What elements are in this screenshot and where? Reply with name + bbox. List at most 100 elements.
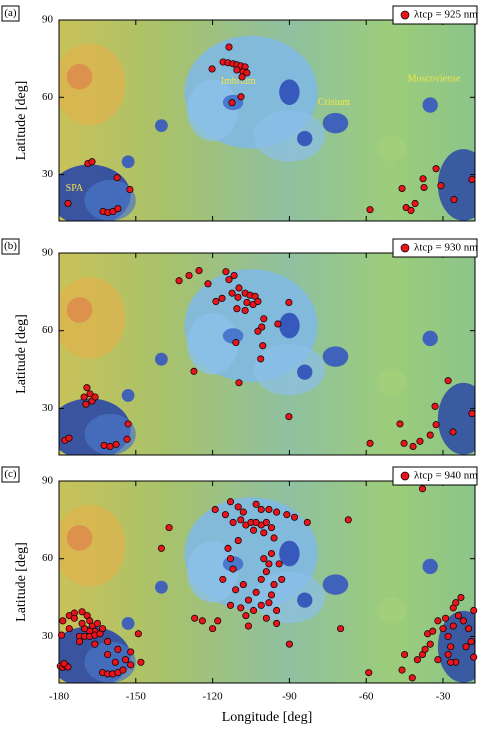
data-point (138, 659, 144, 665)
data-point (279, 576, 285, 582)
y-tick-label: 90 (42, 14, 54, 26)
legend-label: λtcp = 925 nm (414, 9, 478, 21)
data-point (231, 272, 237, 278)
x-tick-label: -60 (359, 691, 374, 703)
data-point (399, 185, 405, 191)
data-point (227, 555, 233, 561)
data-point (366, 669, 372, 675)
annotation: SPA (66, 183, 84, 194)
data-point (432, 403, 438, 409)
map-feature (67, 297, 93, 323)
data-point (286, 299, 292, 305)
data-point (261, 555, 267, 561)
data-point (268, 524, 274, 530)
data-point (367, 206, 373, 212)
data-point (239, 74, 245, 80)
data-point (273, 607, 279, 613)
data-point (104, 651, 110, 657)
data-point (120, 667, 126, 673)
legend-label: λtcp = 940 nm (414, 470, 478, 482)
data-point (433, 165, 439, 171)
data-point (255, 298, 261, 304)
y-axis-label: Latitude [deg] (14, 314, 29, 394)
map-feature (155, 581, 168, 594)
data-point (245, 623, 251, 629)
data-point (213, 298, 219, 304)
data-point (115, 205, 121, 211)
data-point (258, 602, 264, 608)
data-point (275, 321, 281, 327)
data-point (399, 667, 405, 673)
map-feature (438, 149, 487, 221)
data-point (215, 618, 221, 624)
data-point (230, 566, 236, 572)
map-feature (279, 313, 299, 339)
data-point (71, 615, 77, 621)
y-tick-label: 90 (42, 247, 54, 259)
data-point (196, 267, 202, 273)
x-tick-label: -180 (49, 691, 70, 703)
data-point (225, 545, 231, 551)
data-point (250, 607, 256, 613)
data-point (60, 618, 66, 624)
data-point (409, 675, 415, 681)
y-axis-label: Latitude [deg] (14, 542, 29, 622)
data-point (205, 281, 211, 287)
data-point (268, 550, 274, 556)
data-point (450, 429, 456, 435)
data-point (127, 662, 133, 668)
data-point (135, 631, 141, 637)
panel-label: (b) (4, 240, 17, 252)
annotation: Crisium (318, 97, 350, 108)
data-point (447, 659, 453, 665)
data-point (445, 377, 451, 383)
data-point (92, 641, 98, 647)
data-point (435, 618, 441, 624)
data-point (458, 594, 464, 600)
data-point (468, 638, 474, 644)
data-point (230, 519, 236, 525)
y-axis-label: Latitude [deg] (14, 81, 29, 161)
data-point (234, 67, 240, 73)
data-point (222, 511, 228, 517)
map-feature (423, 331, 438, 346)
map-feature (323, 113, 349, 133)
data-point (83, 401, 89, 407)
data-point (107, 443, 113, 449)
data-point (438, 182, 444, 188)
map-feature (297, 592, 312, 607)
data-point (286, 413, 292, 419)
data-point (419, 486, 425, 492)
legend-marker (401, 11, 409, 19)
data-point (58, 632, 64, 638)
data-point (244, 299, 250, 305)
data-point (158, 545, 164, 551)
data-point (276, 561, 282, 567)
data-point (427, 641, 433, 647)
annotation: Moscoviense (408, 74, 461, 85)
data-point (263, 615, 269, 621)
map-feature (254, 110, 326, 161)
map-background (49, 20, 487, 226)
data-point (271, 581, 277, 587)
data-point (219, 295, 225, 301)
data-point (238, 94, 244, 100)
x-tick-label: -150 (126, 691, 147, 703)
map-feature (155, 353, 168, 366)
data-point (465, 625, 471, 631)
data-point (412, 200, 418, 206)
map-feature (187, 79, 238, 140)
data-point (234, 305, 240, 311)
data-point (410, 443, 416, 449)
data-point (101, 442, 107, 448)
panel-label: (c) (4, 468, 17, 480)
map-feature (297, 131, 312, 146)
data-point (89, 159, 95, 165)
legend-label: λtcp = 930 nm (414, 242, 478, 254)
data-point (66, 625, 72, 631)
x-tick-label: -30 (436, 691, 451, 703)
data-point (127, 186, 133, 192)
data-point (94, 620, 100, 626)
data-point (245, 597, 251, 603)
data-point (337, 625, 343, 631)
